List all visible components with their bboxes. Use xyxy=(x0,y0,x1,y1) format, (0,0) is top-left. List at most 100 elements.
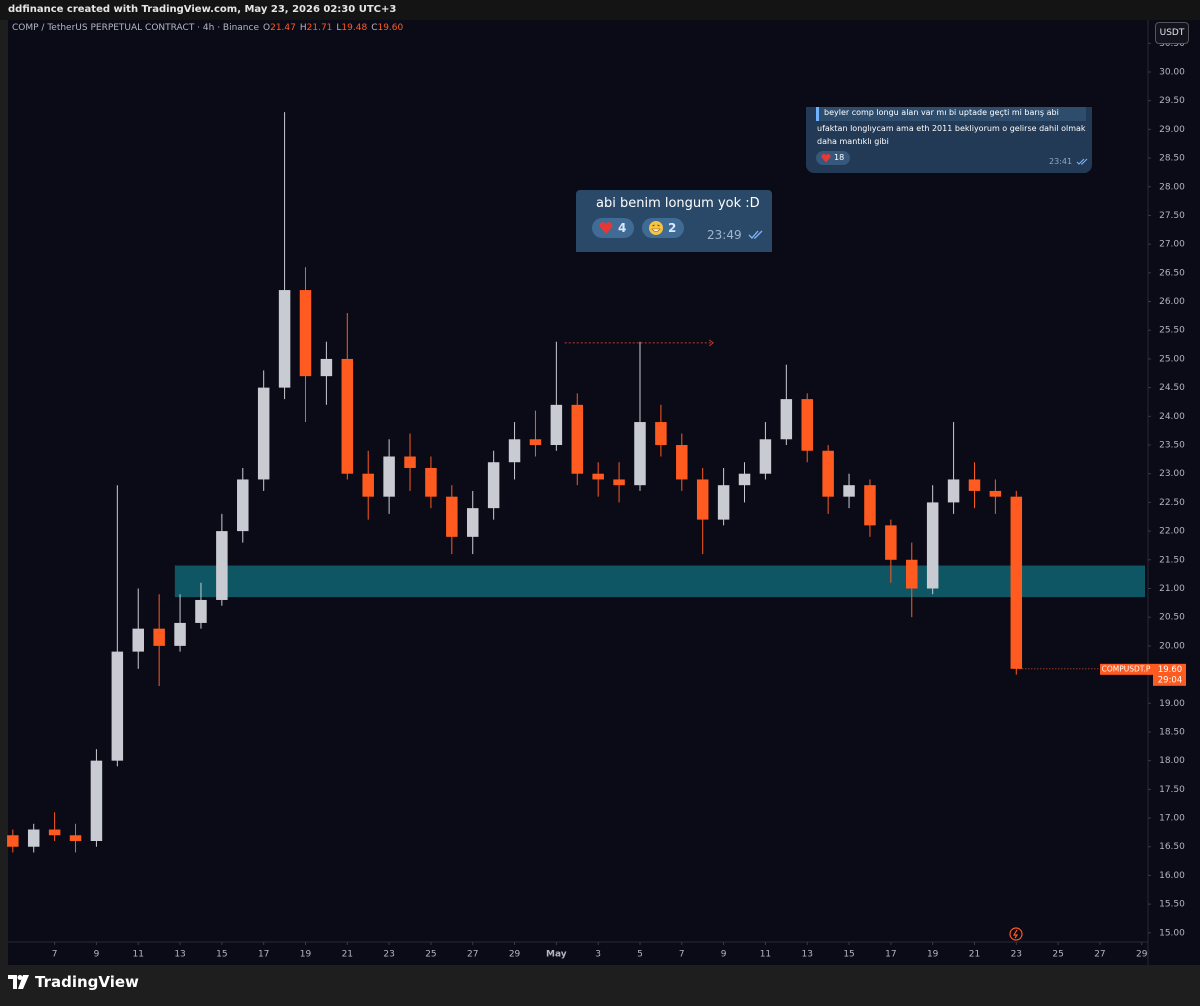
message-time: 23:49 xyxy=(707,228,742,242)
candle xyxy=(174,594,186,652)
candle xyxy=(278,112,291,400)
candle-body xyxy=(341,358,354,474)
candle xyxy=(864,479,876,537)
candle xyxy=(655,404,667,457)
candle-body xyxy=(864,485,876,526)
candle xyxy=(676,433,688,491)
read-ticks xyxy=(748,230,763,239)
candle xyxy=(383,439,395,514)
read-ticks xyxy=(1076,158,1088,165)
ohlc-item: C19.60 xyxy=(371,23,403,33)
candle-body xyxy=(696,479,709,520)
candle xyxy=(759,422,772,480)
y-tick-label: 20.00 xyxy=(1159,641,1185,651)
y-tick-label: 21.00 xyxy=(1159,584,1185,594)
candle-body xyxy=(257,387,270,480)
candle xyxy=(257,370,270,491)
y-tick-label: 30.00 xyxy=(1159,67,1185,77)
candle xyxy=(195,582,207,629)
currency-button[interactable]: USDT xyxy=(1155,22,1189,44)
x-tick-label: 15 xyxy=(216,950,227,960)
candle-body xyxy=(947,479,960,503)
candle-body xyxy=(216,531,228,600)
brand-logo xyxy=(8,975,29,989)
x-tick-label: 21 xyxy=(969,950,980,960)
x-tick-label: 19 xyxy=(927,950,939,960)
candle-body xyxy=(655,422,667,446)
candle xyxy=(237,467,249,543)
candle xyxy=(947,422,960,514)
y-tick-label: 28.50 xyxy=(1159,154,1185,164)
y-tick-label: 22.00 xyxy=(1159,527,1185,537)
candle-body xyxy=(278,290,291,388)
reaction[interactable]: 2 xyxy=(642,218,685,238)
candle-body xyxy=(613,479,625,486)
candle-body xyxy=(48,829,61,836)
y-tick-label: 17.00 xyxy=(1159,814,1185,824)
candle xyxy=(885,519,897,583)
y-tick-label: 18.50 xyxy=(1159,727,1185,737)
price-tag: 19.60 xyxy=(1158,665,1182,675)
candle xyxy=(446,485,458,555)
candle xyxy=(550,341,563,451)
candle xyxy=(571,393,584,486)
candle-body xyxy=(237,479,249,532)
candle xyxy=(926,485,939,595)
candle xyxy=(27,823,40,853)
ohlc-key: O xyxy=(263,23,271,33)
x-tick-label: 17 xyxy=(258,950,269,960)
candle xyxy=(216,513,228,606)
x-tick-label: 9 xyxy=(721,950,727,960)
candle-body xyxy=(299,290,312,377)
y-tick-label: 26.00 xyxy=(1159,297,1185,307)
x-tick-label: 29 xyxy=(509,950,521,960)
candle xyxy=(111,485,124,767)
ohlc-item: O21.47 xyxy=(263,23,296,33)
candle xyxy=(717,467,730,526)
grin-icon xyxy=(649,221,663,235)
x-tick-label: 23 xyxy=(1011,950,1022,960)
x-tick-label: 11 xyxy=(760,950,771,960)
candle-body xyxy=(425,467,437,497)
candle-body xyxy=(822,450,834,497)
reaction[interactable]: 18 xyxy=(816,151,851,165)
candle xyxy=(90,749,103,847)
symbol-name: COMP / TetherUS PERPETUAL CONTRACT · 4h … xyxy=(12,23,259,33)
candle-body xyxy=(926,502,939,589)
candle xyxy=(529,410,542,457)
brand: TradingView xyxy=(8,973,139,991)
message-text: abi benim longum yok :D xyxy=(596,196,760,211)
candle xyxy=(48,812,61,841)
y-tick-label: 25.00 xyxy=(1159,354,1185,364)
candle xyxy=(906,542,918,618)
x-tick-label: 19 xyxy=(300,950,312,960)
x-tick-label: 7 xyxy=(52,950,58,960)
candle xyxy=(696,467,709,555)
candle xyxy=(968,462,981,509)
top-bar: ddfinance created with TradingView.com, … xyxy=(0,0,1200,20)
y-tick-label: 17.50 xyxy=(1159,785,1185,795)
y-tick-label: 24.50 xyxy=(1159,383,1185,393)
y-tick-label: 26.50 xyxy=(1159,268,1185,278)
heart-icon xyxy=(599,222,613,234)
ohlc-item: H21.71 xyxy=(300,23,333,33)
y-tick-label: 15.00 xyxy=(1159,928,1185,938)
candle-body xyxy=(320,358,333,377)
quoted-text: beyler comp longu alan var mı bi uptade … xyxy=(816,107,1086,121)
ohlc-key: L xyxy=(336,23,342,33)
x-tick-label: 27 xyxy=(1094,950,1105,960)
lightning-icon xyxy=(1009,927,1023,941)
x-tick-label: 13 xyxy=(802,950,813,960)
x-tick-label: 25 xyxy=(1052,950,1063,960)
candle-body xyxy=(843,485,855,497)
y-tick-label: 24.00 xyxy=(1159,412,1185,422)
x-tick-label: 13 xyxy=(174,950,185,960)
ohlc-value: 19.48 xyxy=(341,23,368,33)
candle-body xyxy=(466,508,479,537)
candle xyxy=(592,462,604,497)
countdown: 29:04 xyxy=(1158,675,1183,685)
candle xyxy=(989,479,1002,514)
reaction[interactable]: 4 xyxy=(592,218,635,238)
candle-body xyxy=(69,835,82,841)
